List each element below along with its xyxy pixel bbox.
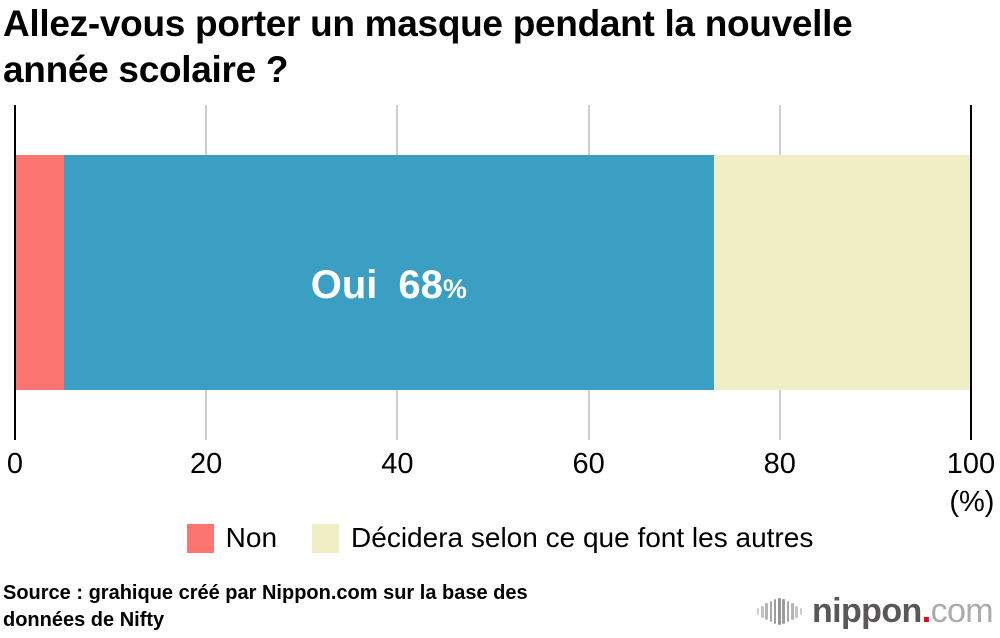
x-tick-label: 60 — [572, 448, 605, 480]
plot-area: Oui 68 % (%) 0 20 40 60 80 100 — [7, 105, 995, 518]
source-note: Source : grahique créé par Nippon.com su… — [3, 582, 528, 631]
nippon-logo: nippon . com — [756, 592, 994, 631]
legend-item: Décidera selon ce que font les autres — [312, 522, 813, 554]
chart-title: Allez-vous porter un masque pendant la n… — [3, 3, 853, 90]
x-tick-label: 0 — [6, 448, 24, 480]
stacked-bar: Oui 68 % — [16, 155, 972, 390]
logo-red-dot: . — [921, 592, 931, 630]
bar-segment-oui: Oui 68 % — [63, 155, 714, 390]
logo-tld: com — [930, 592, 994, 630]
x-tick-label: 100 — [946, 448, 996, 480]
legend-swatch — [186, 523, 214, 553]
x-tick-label: 20 — [190, 448, 223, 480]
bar-label-text: Oui — [310, 263, 378, 307]
legend-swatch — [312, 523, 340, 553]
bar-label-unit: % — [442, 274, 467, 304]
logo-brand-name: nippon — [812, 592, 922, 630]
axis-line — [14, 105, 16, 440]
bar-label-value: 68 — [398, 263, 443, 307]
x-axis-unit-label: (%) — [949, 486, 995, 518]
legend-item: Non — [186, 522, 278, 554]
x-tick-label: 40 — [381, 448, 414, 480]
legend-label: Non — [225, 522, 278, 553]
legend: Non Décidera selon ce que font les autres — [0, 522, 1000, 554]
x-tick-label: 80 — [763, 448, 796, 480]
bar-segment-decidera-selon-ce-que-font-les-autres — [713, 155, 972, 390]
nippon-logo-text: nippon . com — [812, 592, 994, 631]
nippon-soundwave-icon — [756, 597, 803, 627]
bar-value-label: Oui 68 % — [311, 263, 467, 308]
bar-segment-non — [16, 155, 64, 390]
axis-line — [970, 105, 972, 440]
legend-label: Décidera selon ce que font les autres — [351, 522, 814, 553]
